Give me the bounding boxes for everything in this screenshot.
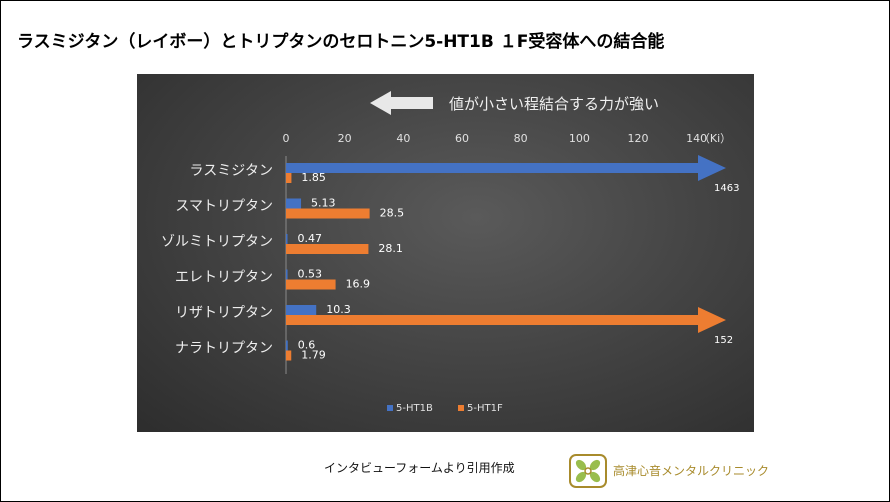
bar-5-ht1b: [286, 234, 288, 244]
category-label: ナラトリプタン: [175, 341, 273, 357]
binding-affinity-chart: 値が小さい程結合する力が強い （Ki） 0 20 40 60 80 100 120 140 ラ…: [161, 91, 740, 414]
bar-5-ht1b: [286, 269, 288, 280]
x-tick-label: 100: [569, 132, 590, 145]
bar-5-ht1b: [286, 305, 317, 315]
data-label: 0.6: [298, 339, 316, 352]
data-label: 28.1: [378, 242, 403, 255]
category-label: ゾルミトリプタン: [161, 234, 273, 250]
x-tick-label: 120: [628, 132, 649, 145]
data-label: 28.5: [380, 207, 405, 220]
data-labels: 1463 5.13 0.47 0.53 10.3 0.6 1.85 28.5 28.1 16.9 1…: [298, 171, 740, 362]
data-label: 5.13: [311, 197, 336, 210]
clinic-logo-icon: [569, 454, 607, 488]
legend-swatch-5ht1f: [458, 405, 464, 411]
x-axis: 0 20 40 60 80 100 120 140: [283, 132, 707, 374]
chart-panel: 値が小さい程結合する力が強い （Ki） 0 20 40 60 80 100 120 140 ラ…: [137, 74, 754, 432]
x-tick-label: 140: [686, 132, 707, 145]
legend: 5-HT1B 5-HT1F: [387, 403, 503, 414]
clinic-name: 高津心音メンタルクリニック: [613, 464, 770, 478]
legend-label-5ht1b: 5-HT1B: [396, 403, 433, 414]
data-label: 10.3: [326, 303, 351, 316]
data-label: 1463: [714, 183, 739, 194]
data-label: 16.9: [346, 278, 371, 291]
bar-5-ht1b: [286, 198, 302, 209]
bar-5-ht1f: [286, 350, 292, 361]
data-label: 0.53: [298, 268, 323, 281]
category-label: リザトリプタン: [175, 305, 273, 321]
bar-5-ht1f: [286, 279, 336, 290]
left-arrow-icon: [370, 91, 433, 115]
bar-5-ht1f: [286, 173, 292, 183]
x-tick-label: 40: [396, 132, 410, 145]
bar-5-ht1f: [286, 244, 369, 254]
data-label: 1.85: [301, 171, 326, 184]
x-tick-label: 0: [283, 132, 290, 145]
slide-title: ラスミジタン（レイボー）とトリプタンのセロトニン5-HT1B １F受容体への結合…: [17, 32, 665, 52]
x-tick-label: 60: [455, 132, 469, 145]
data-label: 1.79: [301, 349, 326, 362]
bar-5-ht1b: [286, 340, 288, 351]
annotation-text: 値が小さい程結合する力が強い: [449, 95, 659, 113]
category-label: ラスミジタン: [190, 163, 273, 179]
legend-swatch-5ht1b: [387, 405, 393, 411]
bar-5-ht1f: [286, 307, 726, 333]
x-tick-label: 20: [338, 132, 352, 145]
data-label: 152: [714, 335, 733, 346]
category-label: エレトリプタン: [175, 270, 273, 286]
legend-label-5ht1f: 5-HT1F: [467, 403, 503, 414]
bars: [286, 155, 726, 361]
data-label: 0.47: [298, 232, 323, 245]
unit-label: （Ki）: [699, 132, 731, 145]
bar-5-ht1b: [286, 155, 726, 181]
bar-5-ht1f: [286, 208, 370, 219]
category-label: スマトリプタン: [175, 199, 273, 215]
x-tick-label: 80: [514, 132, 528, 145]
category-labels: ラスミジタンスマトリプタンゾルミトリプタンエレトリプタンリザトリプタンナラトリプ…: [161, 163, 273, 357]
source-caption: インタビューフォームより引用作成: [324, 461, 515, 475]
